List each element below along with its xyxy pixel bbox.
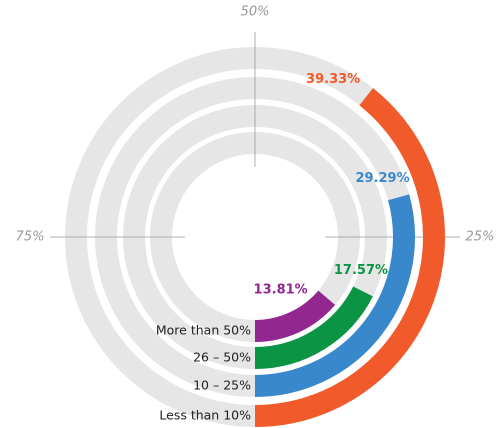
category-label: 26 – 50% [193,350,251,365]
radial-bar [254,194,415,397]
radial-bar [254,286,373,369]
category-label: 10 – 25% [193,378,251,393]
radial-bar [254,290,336,342]
value-label: 29.29% [355,171,409,186]
category-label: More than 50% [156,323,251,338]
category-label: Less than 10% [159,408,251,423]
value-label: 39.33% [306,72,360,87]
tick-label: 50% [241,5,270,20]
value-label: 17.57% [334,263,388,278]
value-label: 13.81% [254,282,308,297]
tick-label: 25% [466,230,495,245]
radial-bar [254,88,445,427]
tick-label: 75% [16,230,45,245]
